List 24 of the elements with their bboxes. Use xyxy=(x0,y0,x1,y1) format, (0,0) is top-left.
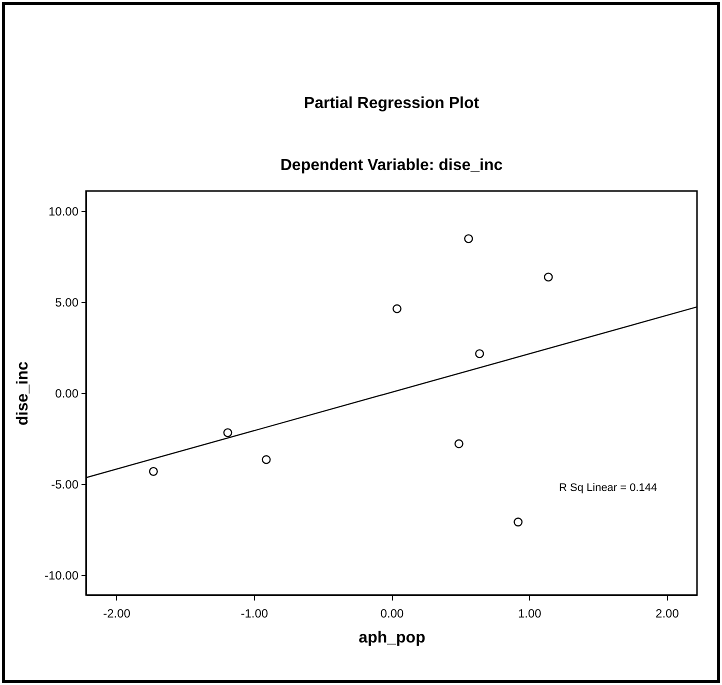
point xyxy=(544,272,553,282)
y-tick-label: -5.00 xyxy=(51,477,79,492)
x-tick-label: 0.00 xyxy=(380,606,404,620)
x-tick-label: 1.00 xyxy=(518,606,542,620)
chart-title: Partial Regression Plot xyxy=(304,95,480,112)
point xyxy=(464,234,474,244)
x-axis-title: aph_pop xyxy=(358,630,426,646)
point xyxy=(262,455,271,464)
x-tick-label: -1.00 xyxy=(240,606,268,620)
y-tick-label: -10.00 xyxy=(44,568,79,582)
chart-subtitle: Dependent Variable: dise_inc xyxy=(280,157,503,174)
y-axis-title: dise_inc xyxy=(14,361,32,426)
y-tick-label: 5.00 xyxy=(55,296,79,310)
x-tick-label: 2.00 xyxy=(656,606,680,620)
point xyxy=(514,518,523,526)
point xyxy=(148,466,158,476)
y-tick-label: 0.00 xyxy=(55,386,79,400)
annotation: R Sq Linear = 0.144 xyxy=(559,482,658,494)
y-tick-label: 10.00 xyxy=(48,204,79,219)
point xyxy=(223,428,232,438)
x-tick-label: -2.00 xyxy=(103,606,131,620)
point xyxy=(454,439,464,448)
point xyxy=(475,349,484,358)
point xyxy=(392,304,402,314)
